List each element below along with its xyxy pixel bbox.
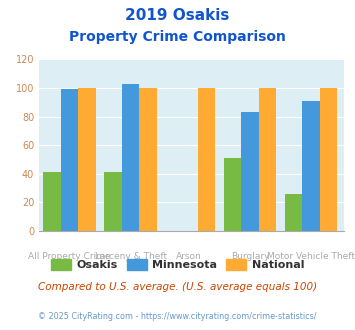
- Bar: [43, 172, 61, 231]
- Bar: [241, 112, 259, 231]
- Bar: [78, 88, 96, 231]
- Bar: [302, 101, 320, 231]
- Text: 2019 Osakis: 2019 Osakis: [125, 8, 230, 23]
- Text: Compared to U.S. average. (U.S. average equals 100): Compared to U.S. average. (U.S. average …: [38, 282, 317, 292]
- Bar: [122, 84, 140, 231]
- Bar: [320, 88, 337, 231]
- Legend: Osakis, Minnesota, National: Osakis, Minnesota, National: [47, 255, 308, 275]
- Text: All Property Crime: All Property Crime: [28, 251, 111, 261]
- Bar: [198, 88, 215, 231]
- Bar: [285, 194, 302, 231]
- Text: Arson: Arson: [176, 251, 202, 261]
- Text: Motor Vehicle Theft: Motor Vehicle Theft: [267, 251, 355, 261]
- Text: Property Crime Comparison: Property Crime Comparison: [69, 30, 286, 44]
- Bar: [61, 89, 78, 231]
- Text: © 2025 CityRating.com - https://www.cityrating.com/crime-statistics/: © 2025 CityRating.com - https://www.city…: [38, 312, 317, 321]
- Bar: [140, 88, 157, 231]
- Bar: [224, 158, 241, 231]
- Text: Larceny & Theft: Larceny & Theft: [94, 251, 167, 261]
- Text: Burglary: Burglary: [231, 251, 269, 261]
- Bar: [104, 172, 122, 231]
- Bar: [259, 88, 276, 231]
